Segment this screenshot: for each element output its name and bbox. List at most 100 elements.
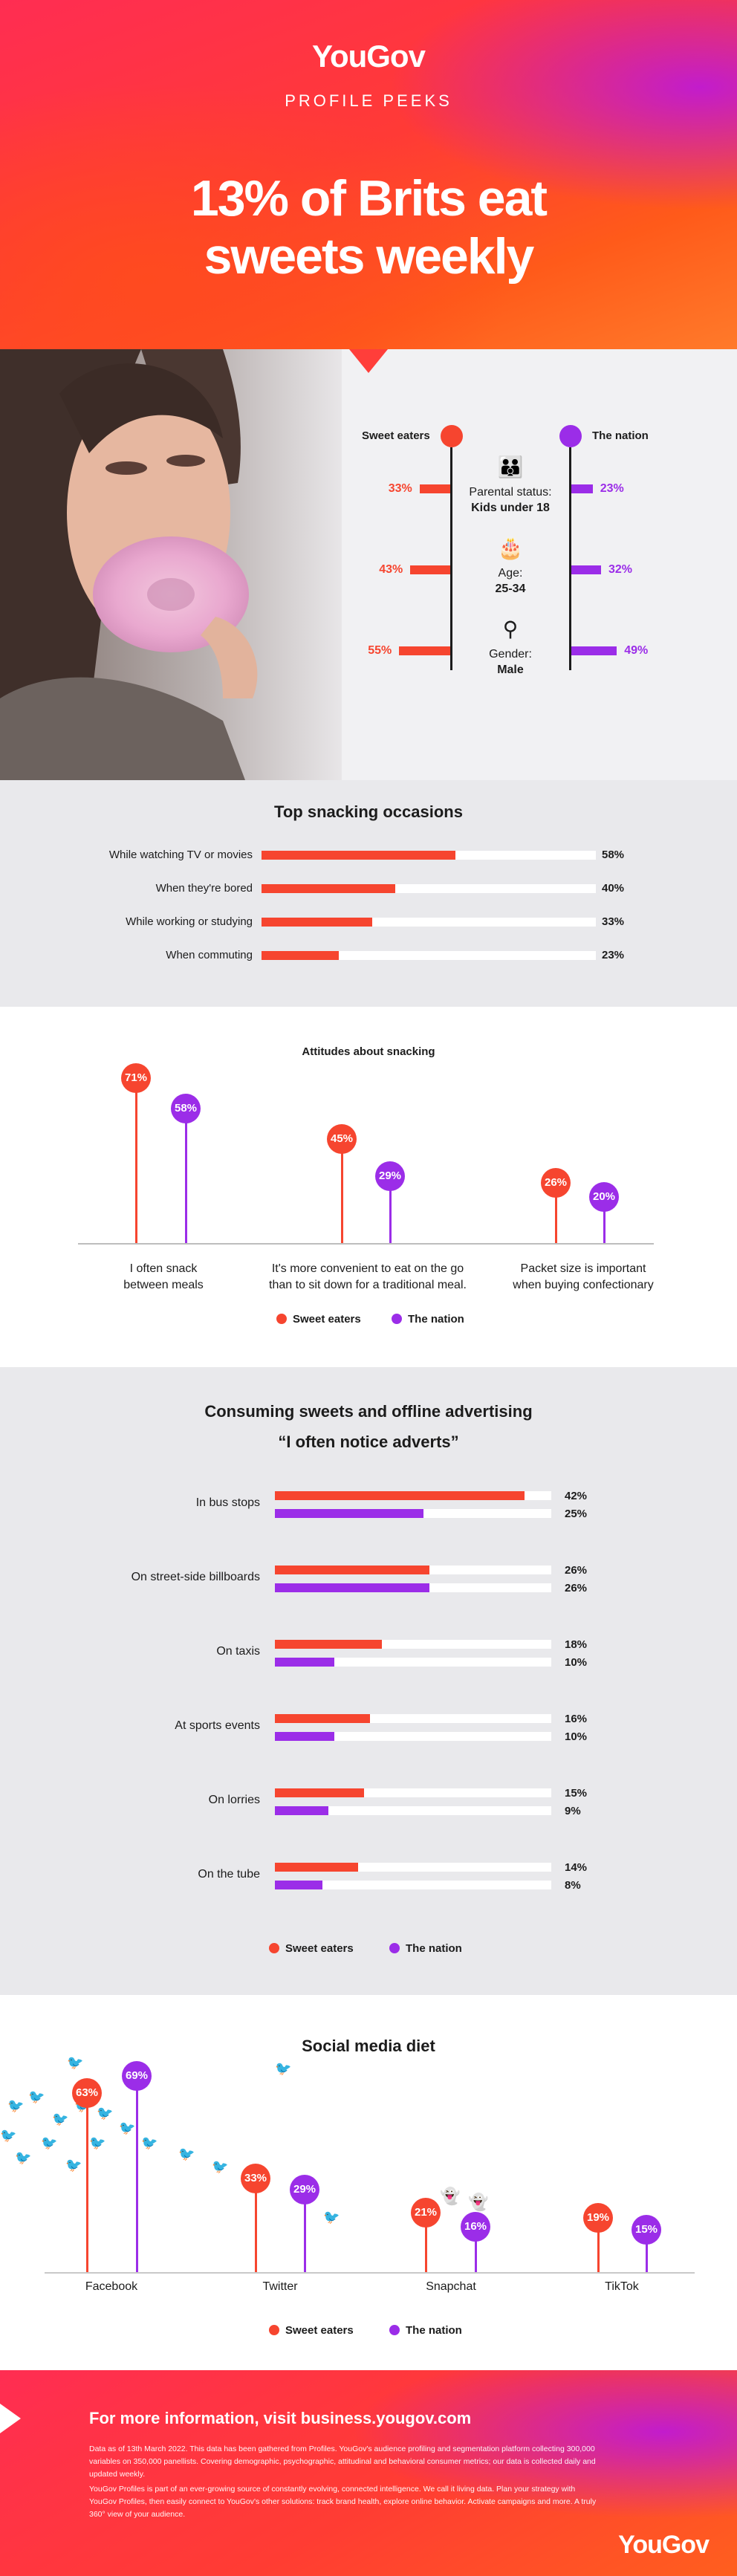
twitter-bird-icon: 🐦 [7, 2098, 25, 2113]
twitter-bird-icon: 🐦 [119, 2121, 136, 2135]
sweet-eaters-dot [441, 425, 463, 447]
snapchat-ghost-icon: 👻 [468, 2193, 489, 2211]
twitter-bird-icon: 🐦 [15, 2150, 32, 2165]
category-label-line: than to sit down for a traditional meal. [269, 1279, 467, 1291]
legend-label: The nation [406, 2324, 462, 2337]
twitter-bird-icon: 🐦 [67, 2055, 84, 2070]
category-value: Kids under 18 [471, 502, 550, 514]
legend-sweet-eaters: Sweet eaters [362, 429, 430, 442]
lollipop-stem [555, 1182, 557, 1243]
twitter-bird-icon: 🐦 [41, 2135, 58, 2150]
chart-title: Consuming sweets and offline advertising [204, 1402, 533, 1421]
category-label: It's more convenient to eat on the go tha… [249, 1261, 487, 1294]
legend-dot [392, 1314, 402, 1324]
value-label: 33% [602, 915, 625, 928]
lollipop-value: 20% [589, 1181, 619, 1212]
lollipop-stem [603, 1196, 605, 1243]
platform-label: Facebook [85, 2280, 138, 2293]
bar-track [275, 1732, 551, 1741]
platform-label: Twitter [262, 2280, 298, 2293]
category-label-line: Packet size is important [520, 1262, 646, 1275]
category-label: While watching TV or movies [108, 849, 253, 861]
category-value: Male [497, 664, 524, 676]
twitter-bird-icon: 🐦 [212, 2159, 229, 2174]
twitter-bird-icon: 🐦 [275, 2061, 292, 2076]
yougov-logo: YouGov [618, 2531, 710, 2559]
value-label: 18% [565, 1638, 588, 1651]
value-label: 15% [565, 1787, 588, 1800]
lollipop-stem [597, 2218, 600, 2272]
footer-methodology-text: Data as of 13th March 2022. This data ha… [89, 2444, 596, 2479]
sweet-eaters-bar [399, 646, 450, 655]
woman-eating-doughnut-photo [0, 349, 342, 780]
category-label: Packet size is important when buying conf… [464, 1261, 702, 1294]
footer-cta: For more information, visit business.you… [89, 2409, 472, 2427]
twitter-bird-icon: 🐦 [52, 2112, 69, 2126]
lollipop-value: 16% [461, 2211, 490, 2242]
yougov-logo: YouGov [312, 39, 426, 74]
legend-label: The nation [406, 1942, 462, 1955]
nation-axis [569, 447, 571, 670]
value-label: 9% [565, 1805, 581, 1817]
headline: 13% of Brits eat sweets weekly [0, 169, 737, 285]
nation-value: 23% [600, 482, 624, 495]
bar [275, 1583, 429, 1592]
category-label: Parental status: [469, 486, 552, 499]
lollipop-stem [136, 2075, 138, 2272]
lollipop-value: 63% [72, 2077, 102, 2108]
value-label: 14% [565, 1861, 588, 1874]
footer-profiles-text: YouGov Profiles is part of an ever-growi… [89, 2485, 597, 2519]
bar [275, 1658, 334, 1667]
chart-title: Social media diet [302, 2037, 435, 2055]
chart-baseline [45, 2272, 695, 2274]
legend-dot [269, 1943, 279, 1953]
category-label: On the tube [198, 1868, 260, 1881]
lollipop-stem [389, 1175, 392, 1243]
family-icon: 👪 [497, 455, 524, 478]
lollipop-value: 29% [375, 1161, 405, 1191]
profile-section: Sweet eaters The nation 33% 23% 👪 Parental … [0, 349, 737, 780]
lollipop-stem [425, 2212, 427, 2272]
category-label: When commuting [166, 949, 253, 961]
category-label: On street-side billboards [131, 1571, 260, 1583]
lollipop-value: 33% [241, 2163, 270, 2193]
profile-category: 👪 Parental status: Kids under 18 [444, 455, 577, 516]
lollipop-stem [135, 1078, 137, 1243]
nation-bar [571, 565, 601, 574]
bar [275, 1881, 322, 1889]
value-label: 16% [565, 1713, 588, 1725]
value-label: 40% [602, 882, 625, 895]
twitter-bird-icon: 🐦 [141, 2135, 158, 2150]
value-label: 42% [565, 1490, 588, 1502]
nation-bar [571, 646, 617, 655]
legend-label: Sweet eaters [285, 2324, 354, 2337]
offline-advertising-section: Consuming sweets and offline advertising… [0, 1367, 737, 1995]
category-label-line: I often snack [129, 1262, 198, 1275]
lollipop-stem [304, 2189, 306, 2272]
value-label: 26% [565, 1582, 588, 1594]
lollipop-value: 45% [327, 1123, 357, 1154]
nation-value: 32% [608, 563, 633, 576]
lollipop-stem [185, 1109, 187, 1243]
lollipop-stem [646, 2229, 648, 2272]
value-label: 25% [565, 1508, 588, 1520]
twitter-bird-icon: 🐦 [0, 2128, 17, 2143]
bar [275, 1806, 328, 1815]
bar [262, 951, 339, 960]
bar [275, 1788, 364, 1797]
category-value: 25-34 [495, 583, 526, 595]
nation-bar [571, 484, 593, 493]
category-label: Age: [498, 567, 523, 580]
twitter-bird-icon: 🐦 [178, 2147, 195, 2161]
bar-track [275, 1658, 551, 1667]
legend-dot [389, 1943, 400, 1953]
bar-track [275, 1806, 551, 1815]
sweet-eaters-axis [450, 447, 452, 670]
bar [275, 1640, 382, 1649]
category-label: While working or studying [126, 915, 253, 928]
sweet-eaters-value: 55% [368, 644, 392, 657]
headline-line-2: sweets weekly [204, 228, 535, 285]
legend-sweet-eaters: Sweet eaters [269, 2324, 354, 2337]
lollipop-stem [475, 2226, 477, 2272]
sweet-eaters-bar [419, 484, 450, 493]
